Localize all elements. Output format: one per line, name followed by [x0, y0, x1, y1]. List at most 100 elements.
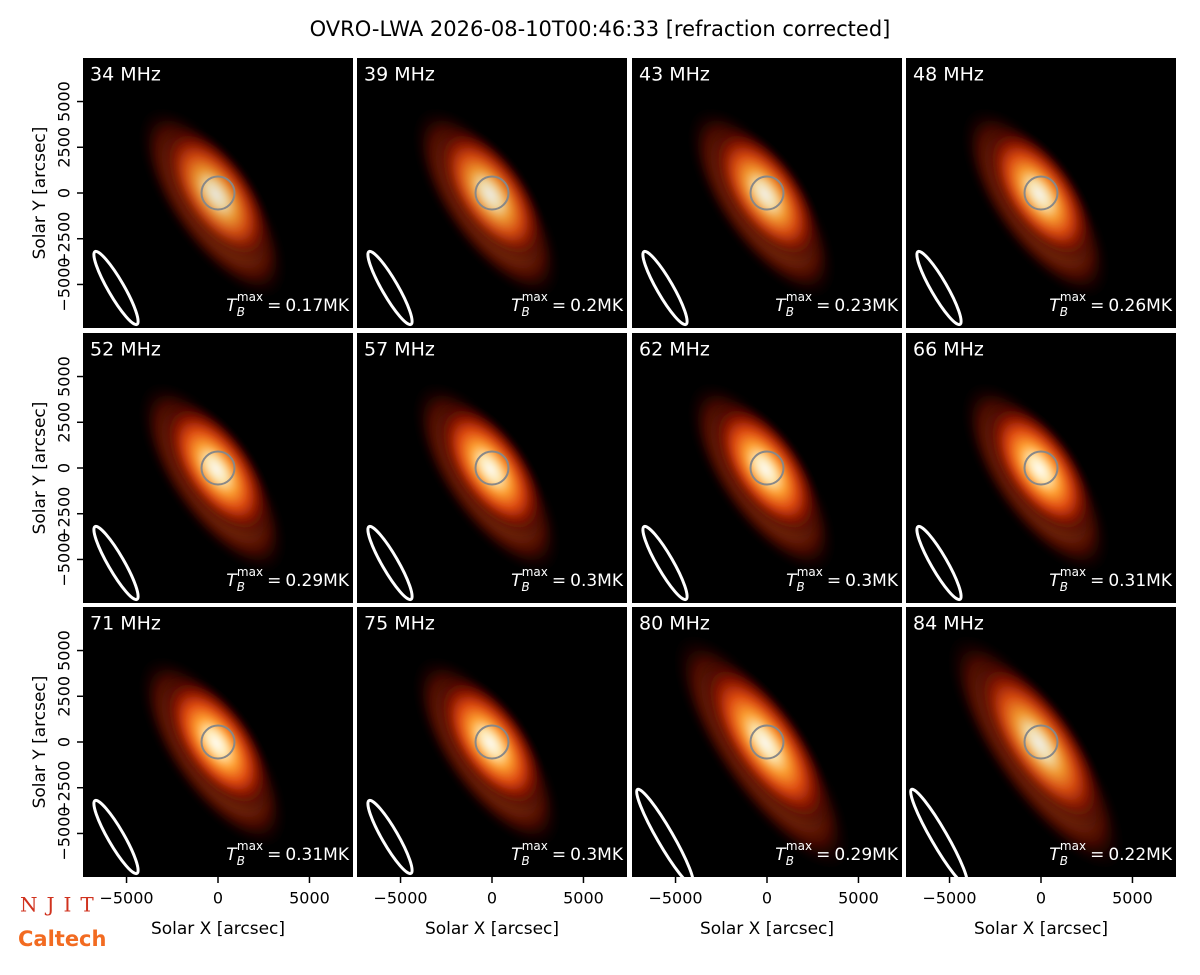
panel: 34 MHz TBmax = 0.17MK −5000−2500 0 2500 5000 Sol…	[30, 58, 353, 328]
beam	[641, 249, 689, 327]
y-tick-label: −2500	[55, 487, 74, 541]
emission	[709, 125, 821, 264]
panel-label: 39 MHz	[364, 64, 435, 86]
x-tick-label: 5000	[563, 889, 604, 908]
solar-disk	[1023, 724, 1059, 760]
tmax-symbol: T	[1049, 296, 1061, 316]
tmax-sup: max	[522, 290, 548, 304]
tmax-symbol: T	[511, 845, 523, 865]
tmax-symbol: T	[226, 296, 238, 316]
emission	[434, 125, 546, 264]
tmax-sub: B	[237, 580, 245, 594]
emission	[983, 125, 1095, 264]
beam	[641, 524, 689, 602]
solar-disk	[1023, 450, 1059, 486]
tmax-eq: =	[1090, 296, 1104, 316]
figure-title: OVRO-LWA 2026-08-10T00:46:33 [refraction…	[310, 17, 891, 41]
panel-label: 57 MHz	[364, 339, 435, 361]
panel: 62 MHz TBmax = 0.3MK	[632, 333, 902, 603]
tmax-sub: B	[237, 854, 245, 868]
panel-label: 75 MHz	[364, 613, 435, 635]
solar-disk	[749, 450, 785, 486]
x-tick-label: −5000	[99, 889, 153, 908]
tmax-sub: B	[522, 305, 530, 319]
tmax-sub: B	[797, 580, 805, 594]
tmax-sub: B	[786, 854, 794, 868]
tmax-label: TBmax = 0.3MK	[786, 565, 899, 594]
y-axis-label: Solar Y [arcsec]	[30, 127, 50, 260]
tmax-eq: =	[552, 845, 566, 865]
tmax-sup: max	[1060, 290, 1086, 304]
x-axis-label: Solar X [arcsec]	[700, 919, 834, 939]
emission	[974, 658, 1105, 828]
tmax-value: 0.31MK	[1108, 571, 1173, 591]
tmax-eq: =	[552, 571, 566, 591]
emission	[709, 400, 821, 539]
x-tick-label: 0	[762, 889, 772, 908]
tmax-label: TBmax = 0.17MK	[226, 290, 350, 319]
tmax-label: TBmax = 0.31MK	[1049, 565, 1173, 594]
image	[635, 631, 852, 877]
y-tick-label: 5000	[55, 356, 74, 397]
y-tick-label: −2500	[55, 212, 74, 266]
panel: 43 MHz TBmax = 0.23MK	[632, 58, 902, 328]
tmax-value: 0.31MK	[285, 845, 350, 865]
tmax-label: TBmax = 0.2MK	[511, 290, 624, 319]
tmax-sub: B	[786, 305, 794, 319]
y-tick-label: 0	[55, 188, 74, 198]
tmax-sup: max	[237, 839, 263, 853]
x-tick-label: 0	[1036, 889, 1046, 908]
beam	[366, 524, 414, 602]
tmax-value: 0.3MK	[570, 845, 624, 865]
tmax-symbol: T	[775, 296, 787, 316]
tmax-label: TBmax = 0.23MK	[775, 290, 899, 319]
panel-label: 71 MHz	[90, 613, 161, 635]
tmax-value: 0.17MK	[285, 296, 350, 316]
beam	[635, 787, 695, 877]
image	[641, 105, 838, 327]
panel-label: 84 MHz	[913, 613, 984, 635]
tmax-sub: B	[1060, 580, 1068, 594]
tmax-sup: max	[797, 565, 823, 579]
y-tick-label: 0	[55, 463, 74, 473]
tmax-sub: B	[237, 305, 245, 319]
image	[366, 654, 563, 876]
beam	[92, 524, 140, 602]
image	[909, 631, 1126, 877]
y-tick-label: 0	[55, 737, 74, 747]
panel: 52 MHz TBmax = 0.29MK −5000−2500 0 2500 5000 Sol…	[30, 333, 353, 603]
solar-disk	[474, 724, 510, 760]
tmax-sub: B	[522, 854, 530, 868]
tmax-symbol: T	[786, 571, 798, 591]
tmax-sup: max	[1060, 565, 1086, 579]
image	[366, 105, 563, 327]
tmax-eq: =	[267, 571, 281, 591]
panel-label: 66 MHz	[913, 339, 984, 361]
y-axis-label: Solar Y [arcsec]	[30, 402, 50, 535]
panel-label: 80 MHz	[639, 613, 710, 635]
image	[92, 654, 289, 876]
panel-label: 34 MHz	[90, 64, 161, 86]
emission	[434, 400, 546, 539]
tmax-value: 0.3MK	[570, 571, 624, 591]
tmax-eq: =	[1090, 845, 1104, 865]
solar-disk	[474, 175, 510, 211]
beam	[909, 787, 969, 877]
tmax-sup: max	[786, 839, 812, 853]
solar-disk	[749, 175, 785, 211]
tmax-value: 0.26MK	[1108, 296, 1173, 316]
beam	[92, 798, 140, 876]
tmax-eq: =	[1090, 571, 1104, 591]
tmax-sup: max	[786, 290, 812, 304]
y-tick-label: 2500	[55, 402, 74, 443]
panel: 57 MHz TBmax = 0.3MK	[357, 333, 627, 603]
tmax-sup: max	[522, 565, 548, 579]
tmax-eq: =	[267, 296, 281, 316]
tmax-label: TBmax = 0.3MK	[511, 839, 624, 868]
tmax-eq: =	[816, 845, 830, 865]
image	[641, 380, 838, 602]
tmax-eq: =	[552, 296, 566, 316]
